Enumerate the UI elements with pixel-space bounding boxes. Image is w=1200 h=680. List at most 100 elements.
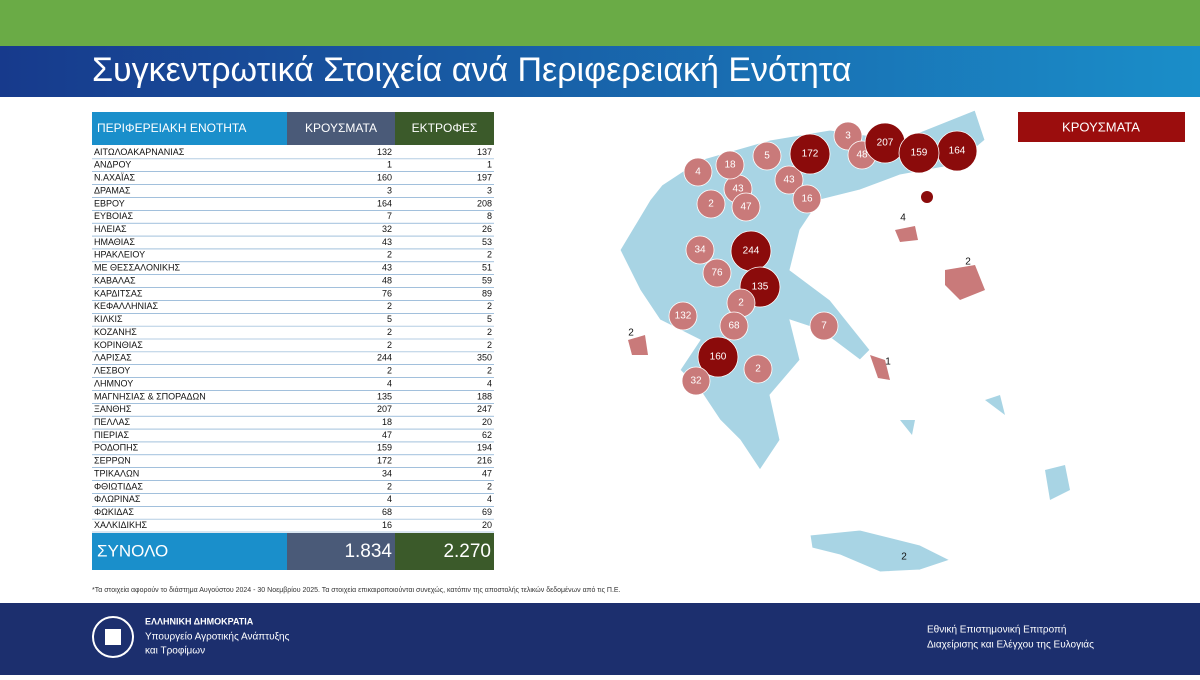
region-name: ΠΙΕΡΙΑΣ <box>94 430 130 440</box>
affected-region <box>743 354 773 384</box>
map-label: 135 <box>752 282 769 293</box>
map-label: 132 <box>675 311 692 322</box>
affected-region <box>752 141 782 171</box>
map-label: 244 <box>743 246 760 257</box>
map-label: 2 <box>965 257 971 268</box>
region-name: ΔΡΑΜΑΣ <box>94 185 131 195</box>
affected-region <box>683 157 713 187</box>
outbreaks: 8 <box>487 211 492 221</box>
region-name: ΡΟΔΟΠΗΣ <box>94 443 139 453</box>
cases: 7 <box>387 211 392 221</box>
outbreaks: 2 <box>487 481 492 491</box>
outbreaks: 208 <box>477 198 492 208</box>
cases: 132 <box>377 147 392 157</box>
region-name: ΗΡΑΚΛΕΙΟΥ <box>94 250 145 260</box>
cases: 4 <box>387 494 392 504</box>
map-label: 160 <box>710 352 727 363</box>
outbreaks: 20 <box>482 417 492 427</box>
region-name: ΚΙΛΚΙΣ <box>94 314 123 324</box>
affected-region <box>696 189 726 219</box>
affected-region <box>681 366 711 396</box>
outbreaks: 2 <box>487 340 492 350</box>
map-label: 7 <box>821 321 827 332</box>
total-cell <box>287 533 395 570</box>
cases: 3 <box>387 185 392 195</box>
cases: 172 <box>377 456 392 466</box>
cases: 5 <box>387 314 392 324</box>
region-name: ΗΛΕΙΑΣ <box>94 224 127 234</box>
header-cell <box>395 112 494 145</box>
region-name: ΤΡΙΚΑΛΩΝ <box>94 468 139 478</box>
region-name: Ν.ΑΧΑΪΑΣ <box>94 173 136 183</box>
outbreaks: 89 <box>482 288 492 298</box>
cases: 2 <box>387 250 392 260</box>
cases: 47 <box>382 430 392 440</box>
region-name: ΑΝΔΡΟΥ <box>94 160 131 170</box>
region-name: ΕΥΒΟΙΑΣ <box>94 211 134 221</box>
region-name: ΜΕ ΘΕΣΣΑΛΟΝΙΚΗΣ <box>94 263 180 273</box>
cases: 76 <box>382 288 392 298</box>
header-cell <box>92 112 287 145</box>
cases: 18 <box>382 417 392 427</box>
region-name: ΞΑΝΘΗΣ <box>94 404 132 414</box>
footer-committee: Εθνική Επιστημονική Επιτροπή <box>927 624 1066 636</box>
affected-region <box>809 311 839 341</box>
outbreaks: 137 <box>477 147 492 157</box>
cases: 32 <box>382 224 392 234</box>
region-name: ΚΑΡΔΙΤΣΑΣ <box>94 288 143 298</box>
map-label: 16 <box>801 194 813 205</box>
map-label: 4 <box>900 213 906 224</box>
map-label: 32 <box>690 376 702 387</box>
outbreaks: 3 <box>487 185 492 195</box>
map-label: 1 <box>885 357 891 368</box>
affected-region <box>685 235 715 265</box>
map-label: 5 <box>764 151 770 162</box>
map-label: 207 <box>877 138 894 149</box>
region-name: ΚΟΖΑΝΗΣ <box>94 327 137 337</box>
emblem <box>92 616 134 658</box>
affected-region <box>668 301 698 331</box>
outbreaks: 2 <box>487 301 492 311</box>
map-label: 2 <box>628 328 634 339</box>
column-header: ΠΕΡΙΦΕΡΕΙΑΚΗ ΕΝΟΤΗΤΑ <box>97 121 246 135</box>
outbreaks: 26 <box>482 224 492 234</box>
cases: 164 <box>377 198 392 208</box>
region-name: ΦΘΙΩΤΙΔΑΣ <box>94 481 143 491</box>
footer-band <box>0 603 1200 675</box>
region-name: ΚΕΦΑΛΛΗΝΙΑΣ <box>94 301 158 311</box>
map-legend: ΚΡΟΥΣΜΑΤΑ <box>1062 119 1140 134</box>
top-band <box>0 0 1200 46</box>
outbreaks: 59 <box>482 275 492 285</box>
outbreaks: 69 <box>482 507 492 517</box>
cases: 159 <box>377 443 392 453</box>
affected-region <box>898 132 940 174</box>
cases: 2 <box>387 327 392 337</box>
region-name: ΕΒΡΟΥ <box>94 198 125 208</box>
cases: 2 <box>387 340 392 350</box>
region-name: ΧΑΛΚΙΔΙΚΗΣ <box>94 520 148 530</box>
affected-region <box>774 165 804 195</box>
region-name: ΑΙΤΩΛΟΑΚΑΡΝΑΝΙΑΣ <box>94 147 185 157</box>
affected-region <box>697 336 739 378</box>
cases: 34 <box>382 468 392 478</box>
footnote: *Τα στοιχεία αφορούν το διάστημα Αυγούστ… <box>92 586 621 594</box>
cases: 135 <box>377 391 392 401</box>
map-label: 76 <box>711 268 723 279</box>
outbreaks: 47 <box>482 468 492 478</box>
cases: 16 <box>382 520 392 530</box>
outbreaks: 2 <box>487 327 492 337</box>
cases: 160 <box>377 173 392 183</box>
map <box>619 109 1070 573</box>
column-header: ΕΚΤΡΟΦΕΣ <box>412 121 478 135</box>
cases: 1 <box>387 160 392 170</box>
map-label: 47 <box>740 202 752 213</box>
cases: 68 <box>382 507 392 517</box>
crete <box>809 529 952 573</box>
cases: 2 <box>387 366 392 376</box>
cases: 2 <box>387 301 392 311</box>
outbreaks: 188 <box>477 391 492 401</box>
map-label: 2 <box>755 364 761 375</box>
affected-region <box>792 184 822 214</box>
